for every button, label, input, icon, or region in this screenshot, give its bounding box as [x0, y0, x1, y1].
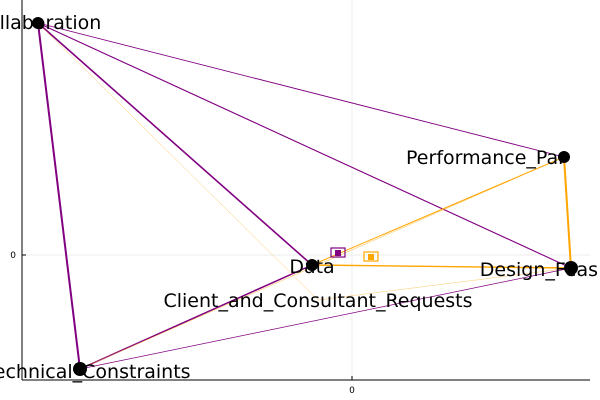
edge-data-perf [311, 156, 565, 266]
edge-collab-data [37, 22, 313, 266]
edges-layer [37, 22, 572, 370]
node-label-perf: Performance_Par [406, 147, 566, 169]
edge-collab-tech [37, 22, 81, 370]
edge-tech-design [79, 267, 572, 370]
legend-marker-orange [363, 251, 379, 262]
node-label-clients: Client_and_Consultant_Requests [163, 290, 472, 312]
node-label-design: Design_Feas [480, 259, 598, 281]
labels-layer: Collaboration Performance_Par Data Design_F… [0, 12, 598, 383]
y-tick-label: 0 [10, 251, 16, 261]
node-collab [32, 17, 44, 29]
edge-collab-clients [37, 22, 319, 301]
node-label-data: Data [289, 256, 334, 278]
edge-data-design [311, 264, 572, 269]
node-perf [558, 151, 570, 163]
node-label-tech: Technical_Constraints [0, 361, 191, 383]
edge-tech-perf [79, 156, 565, 370]
legend-marker-purple [330, 247, 346, 258]
edge-collab-perf [37, 22, 565, 158]
edge-perf-design [563, 156, 572, 269]
node-data [306, 259, 318, 271]
node-tech [73, 362, 87, 376]
legend-layer [330, 247, 379, 262]
x-tick-label: 0 [349, 386, 355, 396]
nodes-layer [32, 17, 578, 376]
edge-tech-data [79, 264, 313, 370]
node-design [564, 261, 578, 275]
node-label-collab: Collaboration [0, 12, 101, 34]
edge-collab-design [37, 22, 572, 269]
edge-clients-design [317, 267, 572, 301]
